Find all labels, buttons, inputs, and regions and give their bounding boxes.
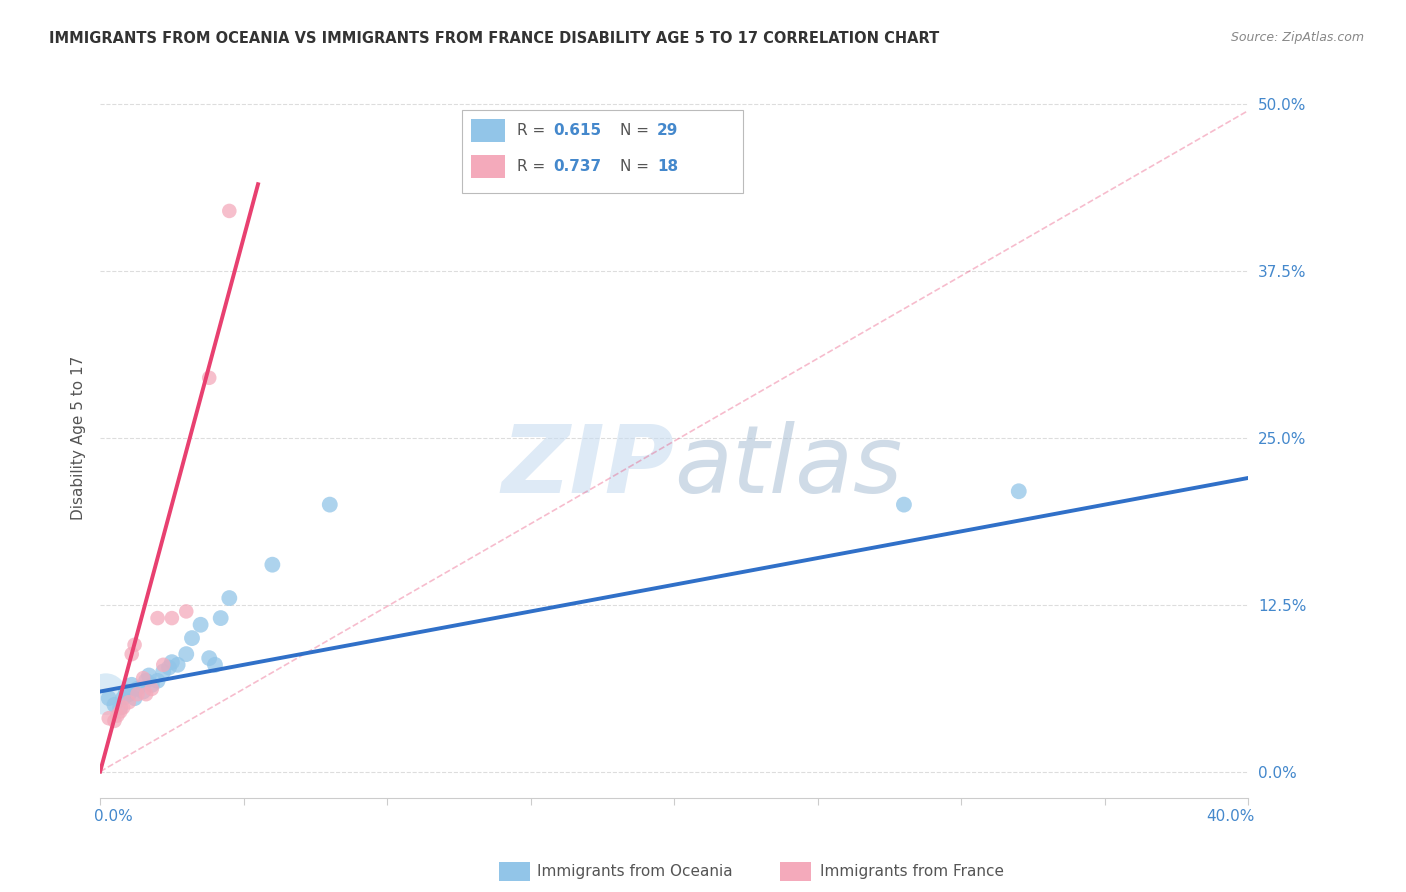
Point xyxy=(1008,484,1031,499)
Text: Immigrants from France: Immigrants from France xyxy=(820,864,1004,879)
Point xyxy=(174,604,197,618)
Text: atlas: atlas xyxy=(675,421,903,512)
Point xyxy=(127,687,149,701)
Text: 0.737: 0.737 xyxy=(554,159,602,174)
Point xyxy=(94,687,117,701)
Text: R =: R = xyxy=(517,159,550,174)
Point xyxy=(138,668,160,682)
Point xyxy=(198,371,221,385)
Text: ZIP: ZIP xyxy=(502,421,675,513)
Point xyxy=(110,705,132,719)
Point xyxy=(121,678,143,692)
Point xyxy=(152,657,174,672)
Point xyxy=(132,684,155,698)
FancyBboxPatch shape xyxy=(471,119,506,142)
Point xyxy=(218,591,240,605)
Text: R =: R = xyxy=(517,122,550,137)
Point xyxy=(190,617,212,632)
Point xyxy=(319,498,342,512)
Point xyxy=(112,700,135,714)
Text: Source: ZipAtlas.com: Source: ZipAtlas.com xyxy=(1230,31,1364,45)
Point xyxy=(141,678,163,692)
Point xyxy=(97,691,120,706)
Point xyxy=(893,498,915,512)
Point xyxy=(118,695,141,709)
Point xyxy=(160,655,183,669)
Point xyxy=(103,714,125,728)
Point xyxy=(146,611,169,625)
FancyBboxPatch shape xyxy=(461,110,744,193)
Point xyxy=(204,657,226,672)
Point xyxy=(146,673,169,688)
Text: N =: N = xyxy=(620,122,654,137)
Point xyxy=(166,657,188,672)
Point xyxy=(135,673,157,688)
Point xyxy=(115,684,138,698)
Point xyxy=(110,700,132,714)
Point xyxy=(181,631,204,645)
Point xyxy=(103,698,125,712)
Point xyxy=(124,638,146,652)
Point xyxy=(152,665,174,679)
Point xyxy=(174,647,197,661)
Text: 0.0%: 0.0% xyxy=(94,809,134,824)
Point xyxy=(105,708,128,723)
Point xyxy=(157,660,180,674)
Point xyxy=(124,691,146,706)
Point xyxy=(262,558,284,572)
Point xyxy=(127,681,149,696)
Point xyxy=(209,611,232,625)
Point xyxy=(121,647,143,661)
Text: N =: N = xyxy=(620,159,654,174)
Point xyxy=(132,671,155,685)
Text: 0.615: 0.615 xyxy=(554,122,602,137)
Point xyxy=(198,651,221,665)
FancyBboxPatch shape xyxy=(471,154,506,178)
Point xyxy=(97,711,120,725)
Y-axis label: Disability Age 5 to 17: Disability Age 5 to 17 xyxy=(72,356,86,520)
Text: 18: 18 xyxy=(657,159,678,174)
Text: IMMIGRANTS FROM OCEANIA VS IMMIGRANTS FROM FRANCE DISABILITY AGE 5 TO 17 CORRELA: IMMIGRANTS FROM OCEANIA VS IMMIGRANTS FR… xyxy=(49,31,939,46)
Text: 40.0%: 40.0% xyxy=(1206,809,1254,824)
Text: Immigrants from Oceania: Immigrants from Oceania xyxy=(537,864,733,879)
Point xyxy=(218,203,240,218)
Point xyxy=(112,691,135,706)
Point xyxy=(135,687,157,701)
Point xyxy=(141,681,163,696)
Point xyxy=(160,611,183,625)
Point xyxy=(118,687,141,701)
Text: 29: 29 xyxy=(657,122,679,137)
